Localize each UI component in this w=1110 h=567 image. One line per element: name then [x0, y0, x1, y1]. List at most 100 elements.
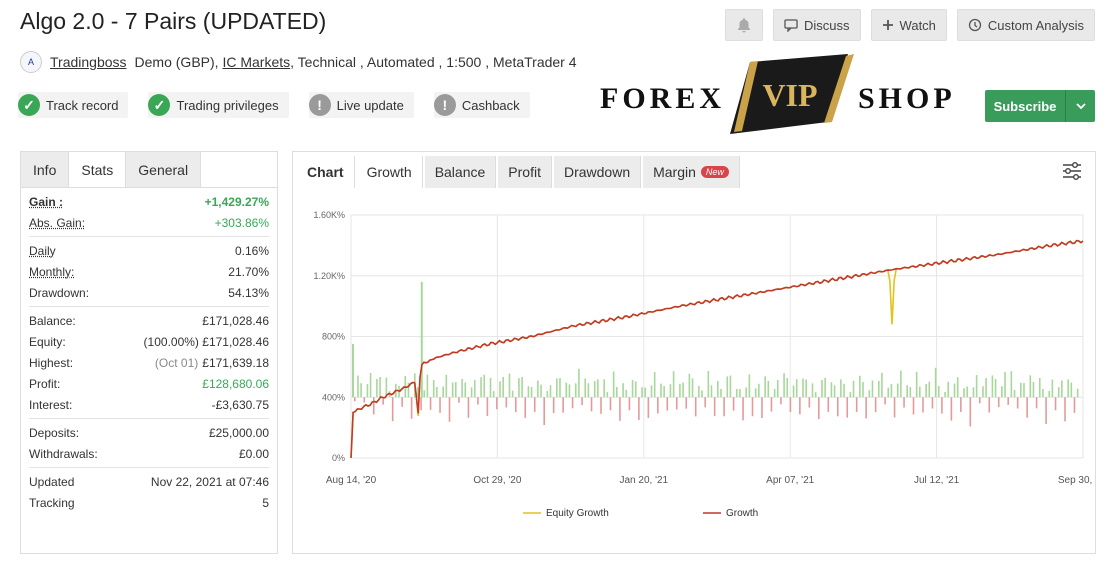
- daily-bar: [1057, 387, 1060, 398]
- top-actions: Discuss Watch Custom Analysis: [725, 9, 1095, 41]
- y-tick-label: 1.60K%: [313, 210, 345, 220]
- profit-value: £128,680.06: [202, 376, 269, 391]
- tab-profit[interactable]: Profit: [498, 156, 552, 188]
- tab-drawdown[interactable]: Drawdown: [553, 156, 642, 188]
- owner-link[interactable]: Tradingboss: [50, 54, 127, 70]
- daily-bar: [628, 397, 631, 411]
- daily-bar: [877, 380, 880, 398]
- subscribe-label: Subscribe: [993, 98, 1057, 114]
- custom-analysis-button[interactable]: Custom Analysis: [956, 9, 1095, 41]
- daily-bar: [540, 384, 542, 398]
- forex-vip-shop-logo: FOREX VIP SHOP: [600, 52, 960, 144]
- daily-bar: [354, 397, 356, 402]
- tab-stats[interactable]: Stats: [69, 152, 127, 187]
- daily-bar: [492, 391, 495, 398]
- daily-bar: [805, 379, 807, 398]
- plus-icon: [882, 20, 893, 30]
- tab-growth[interactable]: Growth: [356, 156, 423, 188]
- drawdown-label: Drawdown:: [29, 285, 90, 300]
- deposits-value: £25,000.00: [208, 425, 269, 440]
- updated-label: Updated: [29, 474, 75, 489]
- daily-bar: [372, 397, 375, 415]
- daily-bar: [1073, 397, 1076, 413]
- badge-live-update[interactable]: ! Live update: [308, 92, 414, 118]
- daily-bar: [657, 397, 659, 414]
- daily-bar: [584, 378, 587, 398]
- daily-bar: [707, 370, 710, 398]
- daily-bar: [543, 397, 545, 426]
- check-icon: ✓: [148, 94, 171, 116]
- daily-bar: [451, 382, 454, 398]
- daily-bar: [505, 397, 508, 408]
- badge-trading-privileges[interactable]: ✓ Trading privileges: [148, 92, 289, 118]
- daily-bar: [934, 367, 937, 398]
- daily-label[interactable]: Daily: [29, 243, 56, 258]
- broker-link[interactable]: IC Markets: [222, 54, 291, 70]
- daily-bar: [906, 385, 908, 398]
- badge-cashback[interactable]: ! Cashback: [433, 92, 530, 118]
- daily-bar: [1076, 388, 1079, 398]
- notify-button[interactable]: [725, 9, 764, 41]
- daily-bar: [559, 378, 561, 398]
- growth-line: [350, 239, 1084, 459]
- daily-bar: [631, 380, 634, 398]
- chart-settings-icon[interactable]: [1061, 160, 1083, 182]
- daily-bar: [609, 397, 612, 411]
- daily-bar: [795, 379, 798, 398]
- check-icon: ✓: [18, 94, 40, 116]
- daily-bar: [698, 385, 700, 398]
- tab-general[interactable]: General: [126, 152, 202, 187]
- daily-value: 0.16%: [234, 243, 269, 258]
- avatar[interactable]: A: [20, 51, 42, 73]
- balance-label: Balance:: [29, 313, 76, 328]
- daily-bar: [713, 397, 716, 417]
- daily-bar: [568, 384, 571, 398]
- abs-gain-label[interactable]: Abs. Gain:: [29, 215, 86, 230]
- chevron-down-icon[interactable]: [1065, 90, 1095, 122]
- daily-bar: [919, 386, 921, 398]
- daily-bar: [682, 382, 684, 398]
- daily-bar: [729, 375, 732, 398]
- daily-bar: [581, 397, 583, 405]
- daily-bar: [442, 386, 444, 398]
- daily-bar: [811, 383, 814, 398]
- daily-bar: [1032, 381, 1035, 398]
- discuss-button[interactable]: Discuss: [773, 9, 861, 41]
- daily-bar: [691, 378, 694, 398]
- daily-bar: [997, 397, 1000, 408]
- tab-balance[interactable]: Balance: [424, 156, 497, 188]
- daily-bar: [726, 376, 729, 398]
- tab-info[interactable]: Info: [21, 152, 70, 187]
- daily-bar: [745, 387, 748, 398]
- daily-bar: [855, 397, 858, 412]
- abs-gain-value: +303.86%: [214, 215, 269, 230]
- badge-track-record[interactable]: ✓ Track record: [18, 92, 129, 118]
- daily-bar: [533, 397, 536, 412]
- daily-bar: [868, 390, 871, 398]
- daily-bar: [978, 397, 981, 404]
- daily-bar: [710, 385, 713, 398]
- daily-bar: [458, 397, 460, 403]
- daily-bar: [590, 397, 593, 412]
- daily-bar: [922, 397, 924, 413]
- daily-bar: [789, 397, 792, 412]
- monthly-label[interactable]: Monthly:: [29, 264, 75, 279]
- watch-button[interactable]: Watch: [870, 9, 947, 41]
- daily-bar: [562, 397, 564, 413]
- daily-bar: [619, 397, 621, 421]
- gain-label[interactable]: Gain :: [29, 194, 64, 209]
- tab-margin[interactable]: Margin New: [643, 156, 740, 188]
- exclamation-icon: !: [433, 94, 456, 116]
- daily-bar: [1054, 397, 1057, 411]
- subscribe-button[interactable]: Subscribe: [985, 90, 1095, 122]
- daily-bar: [552, 397, 555, 414]
- legend-equity-label: Equity Growth: [546, 508, 609, 519]
- daily-bar: [783, 373, 785, 398]
- daily-bar: [578, 368, 580, 398]
- chart-panel: Chart Growth Balance Profit Drawdown Mar…: [292, 151, 1096, 554]
- daily-bar: [896, 383, 899, 398]
- daily-bar: [432, 379, 435, 398]
- equity-value: (100.00%) £171,028.46: [143, 334, 269, 349]
- daily-bar: [818, 397, 820, 420]
- daily-bar: [666, 397, 669, 411]
